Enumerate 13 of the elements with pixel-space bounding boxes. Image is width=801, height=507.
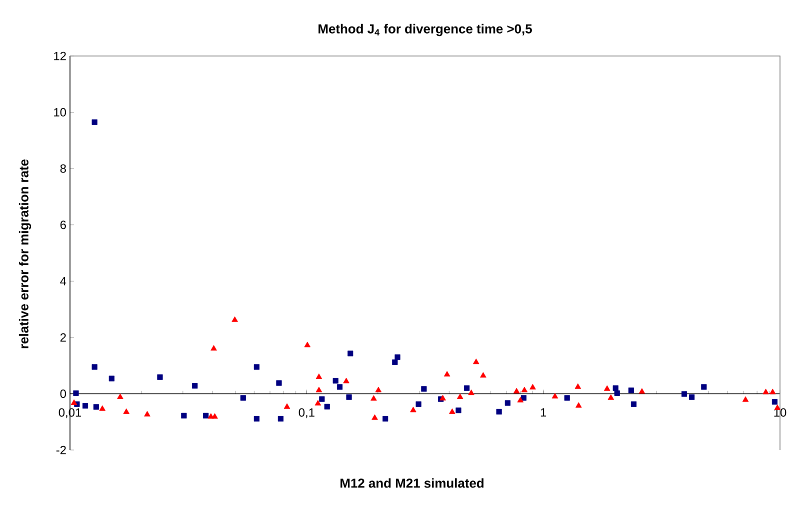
y-tick-label: 0 <box>60 389 66 398</box>
chart-title: Method J$_{4}$ for divergence time >0,5 <box>318 24 532 36</box>
y-tick-label: 4 <box>60 277 66 286</box>
y-tick-label: -2 <box>56 446 66 454</box>
y-tick-label: 10 <box>54 108 66 117</box>
y-axis-title: relative error for migration rate <box>18 159 32 348</box>
y-tick-label: 2 <box>60 333 66 342</box>
y-tick-label: 8 <box>60 164 66 173</box>
x-tick-label: 1 <box>540 408 546 416</box>
x-axis-title: M12 and M21 simulated <box>340 478 484 488</box>
y-tick-label: 6 <box>60 220 66 230</box>
x-tick-label: 0,1 <box>298 408 314 418</box>
y-tick-label: 12 <box>54 52 66 60</box>
